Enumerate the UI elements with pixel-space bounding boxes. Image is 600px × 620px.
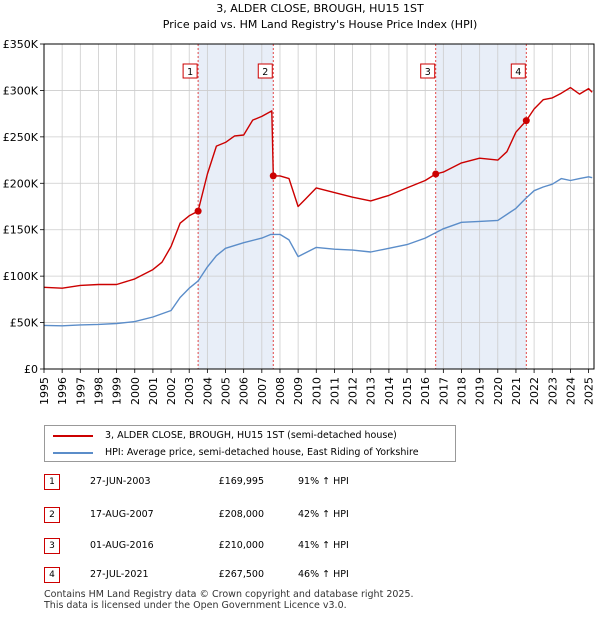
table-row: 1 27-JUN-2003 £169,995 91% ↑ HPI [44, 472, 404, 492]
x-tick-label: 2019 [474, 377, 487, 405]
x-tick-label: 2012 [347, 377, 360, 405]
sale-date: 27-JUL-2021 [90, 569, 149, 580]
price-chart: 3, ALDER CLOSE, BROUGH, HU15 1ST Price p… [3, 2, 596, 405]
sale-number-badge: 3 [44, 538, 60, 554]
x-tick-label: 2007 [256, 377, 269, 405]
sale-point [432, 170, 440, 178]
sale-number-label: 2 [262, 67, 268, 78]
x-tick-label: 2004 [201, 377, 214, 405]
x-tick-label: 2024 [564, 377, 577, 405]
shaded-period [198, 44, 274, 369]
sale-number-label: 1 [187, 67, 193, 78]
x-tick-label: 1998 [92, 377, 105, 405]
sale-hpi-change: 42% ↑ HPI [298, 509, 349, 520]
chart-title: 3, ALDER CLOSE, BROUGH, HU15 1ST [216, 2, 424, 15]
x-tick-label: 2005 [220, 377, 233, 405]
x-tick-label: 2014 [383, 377, 396, 405]
sale-price: £210,000 [218, 540, 264, 551]
x-tick-label: 2016 [419, 377, 432, 405]
x-tick-label: 2023 [546, 377, 559, 405]
sale-number-badge: 1 [44, 474, 60, 490]
sale-date: 17-AUG-2007 [90, 509, 154, 520]
x-tick-label: 2015 [401, 377, 414, 405]
sale-number-box [182, 63, 198, 79]
sale-point [522, 117, 530, 125]
footer-attribution: Contains HM Land Registry data © Crown c… [44, 589, 414, 611]
y-tick-label: £150K [3, 224, 39, 237]
legend-item-property: 3, ALDER CLOSE, BROUGH, HU15 1ST (semi-d… [53, 428, 397, 444]
x-tick-label: 1997 [74, 377, 87, 405]
y-tick-label: £200K [3, 177, 39, 190]
footer-line: Contains HM Land Registry data © Crown c… [44, 589, 414, 600]
legend-swatch-property [53, 434, 93, 437]
chart-subtitle: Price paid vs. HM Land Registry's House … [163, 18, 478, 31]
y-tick-label: £100K [3, 270, 39, 283]
x-tick-label: 2020 [492, 377, 505, 405]
sale-price: £169,995 [218, 476, 264, 487]
y-tick-label: £0 [24, 363, 38, 376]
x-tick-label: 2003 [183, 377, 196, 405]
sale-number-box [510, 63, 526, 79]
legend-label-property: 3, ALDER CLOSE, BROUGH, HU15 1ST (semi-d… [105, 430, 397, 441]
x-tick-label: 2002 [165, 377, 178, 405]
y-tick-label: £50K [10, 317, 39, 330]
sale-number-label: 3 [425, 67, 431, 78]
x-tick-label: 2001 [147, 377, 160, 405]
sale-point [269, 172, 277, 180]
sale-hpi-change: 46% ↑ HPI [298, 569, 349, 580]
y-tick-label: £350K [3, 38, 39, 51]
x-tick-label: 2009 [292, 377, 305, 405]
x-tick-label: 1995 [38, 377, 51, 405]
sale-point [194, 207, 202, 215]
sale-number-badge: 2 [44, 507, 60, 523]
x-tick-label: 2006 [238, 377, 251, 405]
shaded-periods [198, 44, 527, 369]
sale-number-badge: 4 [44, 567, 60, 583]
legend-swatch-hpi [53, 451, 93, 454]
sale-hpi-change: 91% ↑ HPI [298, 476, 349, 487]
x-tick-label: 2000 [129, 377, 142, 405]
sale-number-box [257, 63, 273, 79]
x-tick-label: 2008 [274, 377, 287, 405]
x-tick-label: 2010 [310, 377, 323, 405]
sale-price: £267,500 [218, 569, 264, 580]
legend: 3, ALDER CLOSE, BROUGH, HU15 1ST (semi-d… [44, 425, 456, 462]
x-tick-label: 2013 [365, 377, 378, 405]
x-tick-label: 2025 [583, 377, 596, 405]
legend-item-hpi: HPI: Average price, semi-detached house,… [53, 445, 419, 461]
x-tick-label: 2017 [437, 377, 450, 405]
x-tick-label: 2011 [328, 377, 341, 405]
table-row: 4 27-JUL-2021 £267,500 46% ↑ HPI [44, 565, 404, 585]
sale-price: £208,000 [218, 509, 264, 520]
y-tick-label: £250K [3, 131, 39, 144]
axes: 1995 1996 1997 1998 1999 2000 2001 2002 2003 2004… [3, 38, 596, 405]
grid [43, 43, 594, 370]
x-tick-label: 1996 [56, 377, 69, 405]
table-row: 2 17-AUG-2007 £208,000 42% ↑ HPI [44, 505, 404, 525]
hpi-series-line [43, 176, 593, 327]
footer-line: This data is licensed under the Open Gov… [44, 600, 347, 611]
shaded-period [435, 44, 527, 369]
sale-date: 01-AUG-2016 [90, 540, 154, 551]
x-tick-label: 2022 [528, 377, 541, 405]
sale-date: 27-JUN-2003 [90, 476, 151, 487]
sale-number-box [420, 63, 436, 79]
y-tick-label: £300K [3, 84, 39, 97]
sale-number-label: 4 [515, 67, 521, 78]
table-row: 3 01-AUG-2016 £210,000 41% ↑ HPI [44, 536, 404, 556]
legend-label-hpi: HPI: Average price, semi-detached house,… [105, 447, 419, 458]
x-tick-label: 1999 [111, 377, 124, 405]
sale-hpi-change: 41% ↑ HPI [298, 540, 349, 551]
plot-frame [43, 43, 595, 370]
x-tick-label: 2021 [510, 377, 523, 405]
x-tick-label: 2018 [455, 377, 468, 405]
sale-markers: 1 2 3 4 [182, 63, 530, 215]
